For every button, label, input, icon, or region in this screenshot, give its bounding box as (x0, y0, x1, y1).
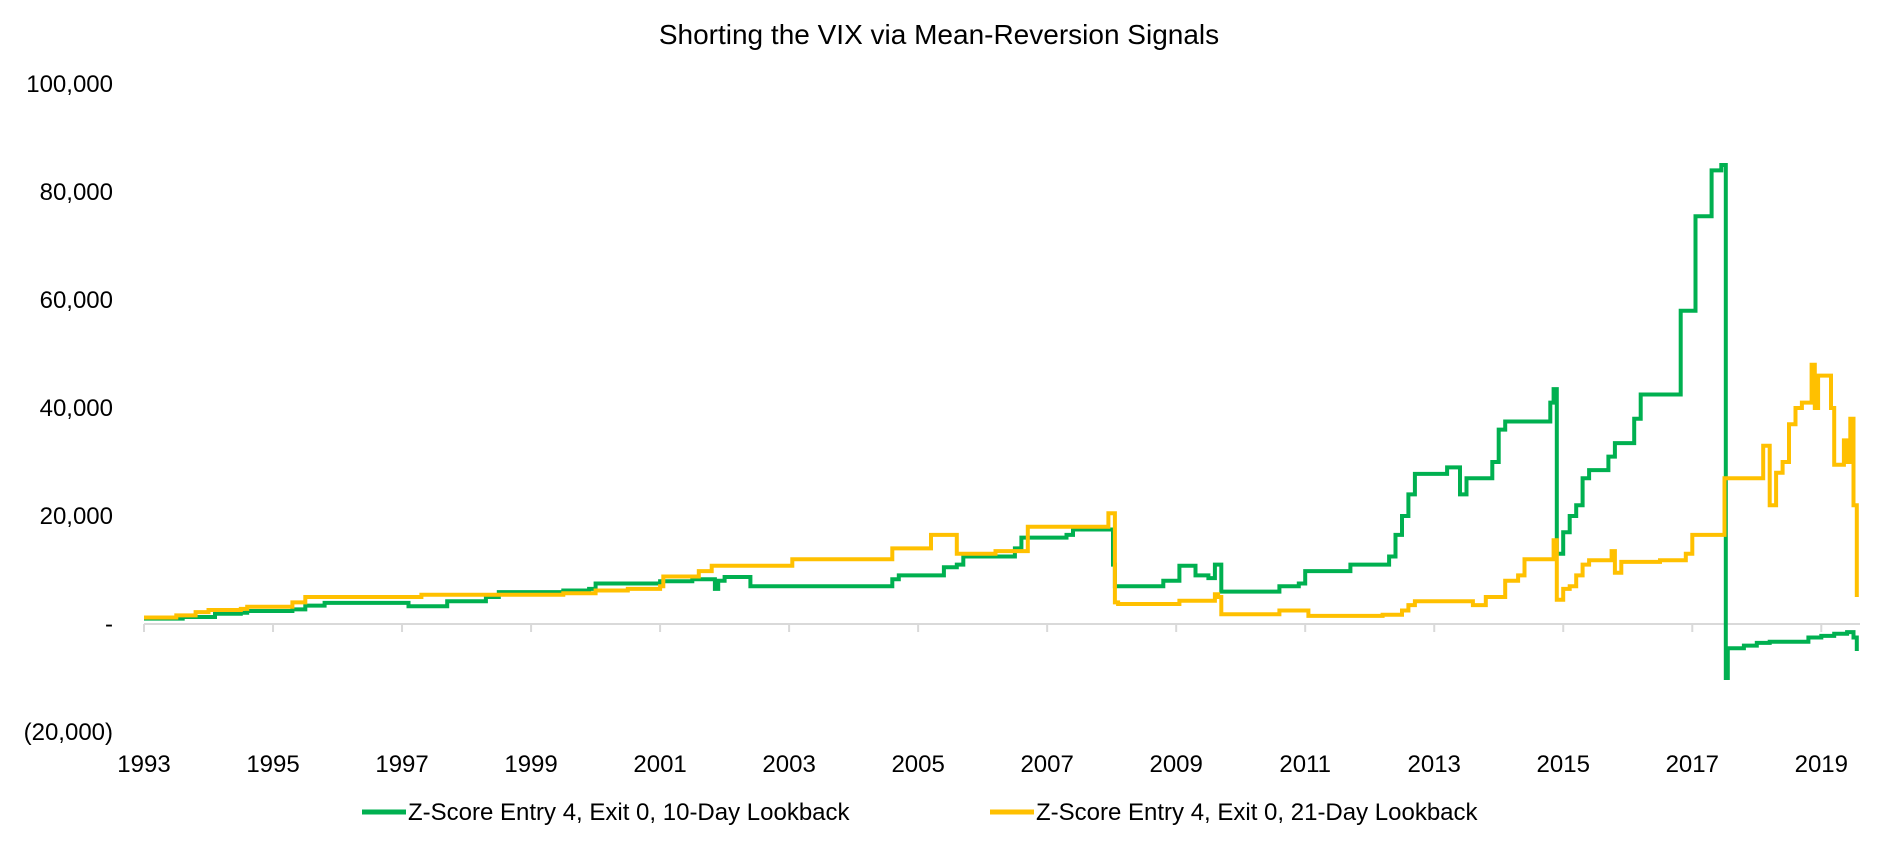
series-layer (144, 163, 1859, 680)
x-tick-label: 2017 (1666, 751, 1719, 778)
y-tick-label: (20,000) (24, 719, 113, 746)
series-line-2 (144, 362, 1859, 620)
x-axis: 1993 1995 1997 1999 2001 2003 2005 2007 2009 2011… (117, 623, 1860, 778)
y-tick-label: - (105, 611, 113, 638)
x-tick-label: 2013 (1408, 751, 1461, 778)
legend-label-2: Z-Score Entry 4, Exit 0, 21-Day Lookback (1036, 799, 1479, 826)
x-tick-label: 2001 (633, 751, 686, 778)
y-tick-label: 40,000 (40, 395, 113, 422)
y-axis-ticks: 100,000 80,000 60,000 40,000 20,000 - (20,000) (24, 71, 113, 746)
y-tick-label: 20,000 (40, 503, 113, 530)
legend: Z-Score Entry 4, Exit 0, 10-Day Lookback… (362, 799, 1479, 826)
chart-title: Shorting the VIX via Mean-Reversion Sign… (659, 19, 1219, 50)
x-tick-label: 2019 (1795, 751, 1848, 778)
x-tick-label: 2005 (891, 751, 944, 778)
legend-label-1: Z-Score Entry 4, Exit 0, 10-Day Lookback (408, 799, 851, 826)
y-tick-label: 100,000 (26, 71, 113, 98)
x-tick-label: 2003 (762, 751, 815, 778)
x-tick-label: 2011 (1279, 751, 1331, 778)
x-tick-label: 1993 (117, 751, 170, 778)
x-tick-label: 2015 (1537, 751, 1590, 778)
x-tick-label: 1997 (375, 751, 428, 778)
y-tick-label: 60,000 (40, 287, 113, 314)
x-tick-label: 2009 (1149, 751, 1202, 778)
x-tick-label: 1995 (246, 751, 299, 778)
x-tick-label: 2007 (1020, 751, 1073, 778)
y-tick-label: 80,000 (40, 179, 113, 206)
series-line-1 (144, 163, 1859, 680)
x-tick-label: 1999 (504, 751, 557, 778)
